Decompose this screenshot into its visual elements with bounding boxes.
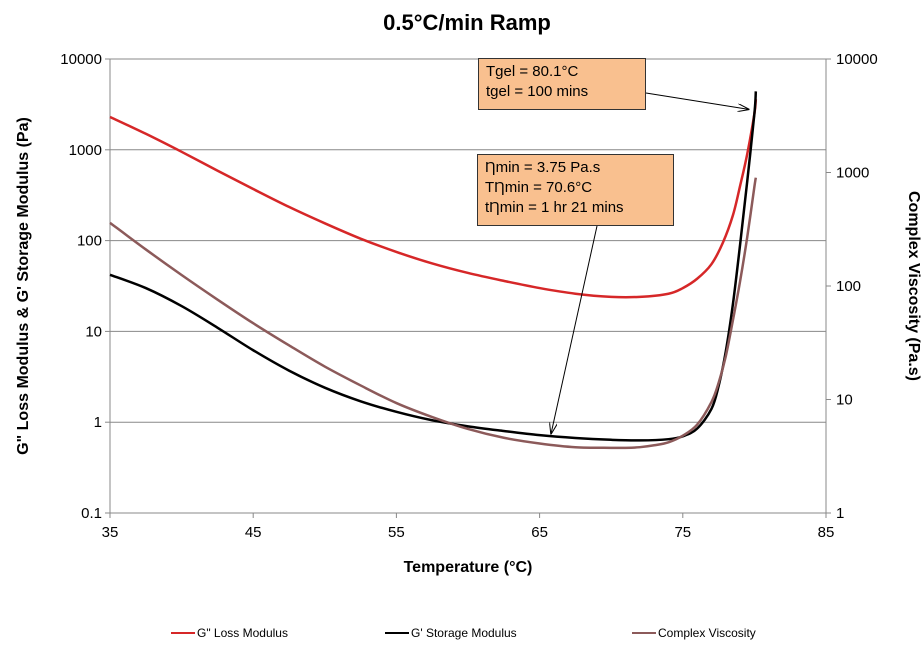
min-viscosity-time-text: tȠmin = 1 hr 21 mins — [485, 199, 624, 216]
y-axis-left-ticks: 0.1 1 10 100 1000 10000 — [60, 51, 110, 522]
x-tick-label: 55 — [388, 524, 405, 541]
x-tick-label: 85 — [818, 524, 835, 541]
y-left-tick-label: 1000 — [69, 142, 102, 159]
legend-swatch-storage-modulus — [385, 632, 409, 634]
y-right-tick-label: 1000 — [836, 165, 869, 182]
legend: G" Loss Modulus G' Storage Modulus Compl… — [0, 626, 923, 646]
series-complex-viscosity — [109, 177, 758, 450]
y-left-tick-label: 1 — [94, 414, 102, 431]
x-tick-label: 45 — [245, 524, 262, 541]
x-axis-ticks: 35 45 55 65 75 85 — [102, 513, 835, 541]
gel-time-text: tgel = 100 mins — [486, 83, 589, 100]
gel-temperature-text: Tgel = 80.1°C — [486, 63, 579, 80]
y-axis-left-label: G" Loss Modulus & G' Storage Modulus (Pa… — [15, 117, 32, 455]
chart-title: 0.5°C/min Ramp — [383, 10, 551, 35]
gridlines — [110, 149, 826, 423]
x-tick-label: 35 — [102, 524, 119, 541]
legend-swatch-complex-viscosity — [632, 632, 656, 634]
min-viscosity-callout: Ƞmin = 3.75 Pa.s TȠmin = 70.6°C tȠmin = … — [477, 154, 674, 226]
x-tick-label: 75 — [674, 524, 691, 541]
legend-item-storage-modulus: G' Storage Modulus — [385, 626, 517, 640]
series-lines — [109, 91, 758, 450]
annotation-arrows — [551, 92, 749, 434]
series-storage-modulus — [109, 91, 758, 442]
y-right-tick-label: 1 — [836, 505, 844, 522]
y-left-tick-label: 100 — [77, 233, 102, 250]
y-axis-right-label: Complex Viscosity (Pa.s) — [905, 191, 922, 381]
min-viscosity-temperature-text: TȠmin = 70.6°C — [485, 179, 593, 196]
plot-area-border — [109, 58, 827, 514]
x-tick-label: 65 — [531, 524, 548, 541]
legend-label-storage-modulus: G' Storage Modulus — [411, 626, 517, 640]
min-viscosity-text: Ƞmin = 3.75 Pa.s — [485, 159, 601, 176]
annotation-arrow-0 — [645, 92, 749, 109]
y-right-tick-label: 100 — [836, 278, 861, 295]
legend-item-complex-viscosity: Complex Viscosity — [632, 626, 756, 640]
y-left-tick-label: 10000 — [60, 51, 102, 68]
y-axis-right-ticks: 1 10 100 1000 10000 — [826, 51, 878, 522]
y-left-tick-label: 0.1 — [81, 505, 102, 522]
legend-item-loss-modulus: G" Loss Modulus — [171, 626, 288, 640]
y-right-tick-label: 10 — [836, 392, 853, 409]
legend-swatch-loss-modulus — [171, 632, 195, 634]
gel-point-callout: Tgel = 80.1°C tgel = 100 mins — [478, 58, 646, 110]
y-right-tick-label: 10000 — [836, 51, 878, 68]
legend-label-loss-modulus: G" Loss Modulus — [197, 626, 288, 640]
y-left-tick-label: 10 — [85, 323, 102, 340]
legend-label-complex-viscosity: Complex Viscosity — [658, 626, 756, 640]
x-axis-label: Temperature (°C) — [404, 559, 533, 576]
series-loss-modulus — [109, 99, 758, 299]
annotation-arrow-1 — [551, 225, 598, 434]
